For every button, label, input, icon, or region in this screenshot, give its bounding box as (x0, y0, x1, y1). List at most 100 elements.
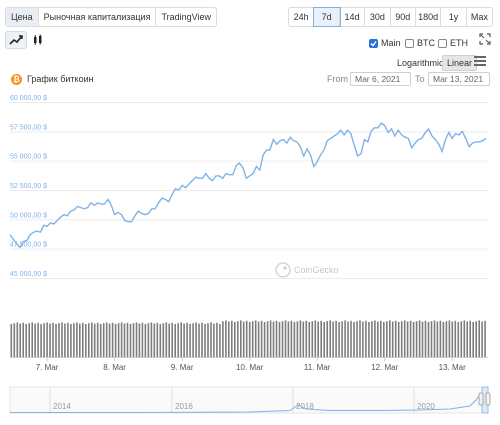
volume-bar (374, 320, 376, 357)
volume-bar (46, 322, 48, 357)
checkbox-main[interactable]: Main (369, 38, 401, 48)
checkbox-eth[interactable]: ETH (438, 38, 468, 48)
volume-bar (377, 321, 379, 357)
volume-bar (16, 322, 19, 357)
volume-bars (10, 320, 486, 357)
coingecko-icon (275, 262, 291, 278)
volume-bar (70, 324, 72, 357)
from-label: From (327, 74, 348, 84)
x-tick-label: 13. Mar (439, 363, 466, 372)
volume-bar (207, 323, 209, 357)
range-1y[interactable]: 1y (441, 8, 467, 26)
checkbox-btc[interactable]: BTC (405, 38, 435, 48)
volume-bar (132, 323, 135, 357)
tab-price[interactable]: Цена (6, 8, 39, 26)
volume-bar (201, 322, 203, 357)
to-date-input[interactable] (428, 72, 490, 86)
scale-linear-button[interactable]: Linear (442, 55, 478, 71)
volume-bar (266, 321, 269, 357)
volume-bar (356, 321, 358, 357)
tab-market-cap[interactable]: Рыночная капитализация (39, 8, 157, 26)
chart-title: График биткоин (27, 74, 94, 84)
checkbox-eth-box[interactable] (438, 38, 447, 48)
volume-bar (192, 323, 194, 357)
volume-bar (88, 323, 90, 357)
volume-bar (108, 323, 111, 357)
volume-bar (177, 323, 179, 357)
navigator-label-2014: 2014 (53, 402, 71, 411)
volume-bar (240, 320, 242, 357)
candlestick-icon (34, 34, 42, 45)
navigator-label-2020: 2020 (417, 402, 435, 411)
volume-bar (19, 323, 21, 357)
volume-bar (371, 321, 373, 357)
volume-bar (311, 321, 314, 357)
volume-bar (111, 322, 114, 357)
volume-bar (263, 322, 266, 357)
navigator-handle-left[interactable] (478, 392, 484, 406)
volume-bar (335, 320, 337, 357)
volume-bar (344, 320, 346, 357)
volume-bar (180, 322, 182, 357)
volume-bar (22, 322, 24, 357)
volume-bar (82, 322, 84, 357)
volume-bar (228, 321, 230, 357)
volume-bar (219, 324, 221, 357)
bitcoin-icon: ₿ (11, 74, 22, 85)
volume-bar (430, 321, 433, 357)
volume-bar (389, 320, 391, 357)
range-7d[interactable]: 7d (313, 7, 341, 27)
checkbox-main-box[interactable] (369, 38, 378, 48)
volume-bar (386, 321, 388, 357)
volume-bar (463, 320, 466, 357)
from-date-input[interactable] (350, 72, 411, 86)
line-chart-button[interactable] (5, 31, 27, 49)
volume-bar (424, 320, 427, 357)
range-90d[interactable]: 90d (391, 8, 416, 26)
range-180d[interactable]: 180d (416, 8, 442, 26)
volume-bar (400, 321, 403, 357)
volume-bar (254, 320, 257, 357)
volume-bar (76, 322, 78, 357)
range-14d[interactable]: 14d (340, 8, 366, 26)
coingecko-icon-eye (283, 266, 287, 270)
volume-bar (123, 323, 126, 357)
volume-bar (421, 321, 424, 357)
menu-line (474, 64, 486, 66)
range-30d[interactable]: 30d (365, 8, 391, 26)
volume-bar (245, 320, 248, 357)
navigator-handle-right[interactable] (485, 392, 491, 406)
volume-bar (332, 321, 334, 357)
volume-bar (49, 323, 51, 357)
volume-bar (234, 322, 236, 357)
volume-bar (91, 322, 93, 357)
volume-bar (317, 321, 319, 357)
candlestick-chart-button[interactable] (27, 31, 49, 49)
volume-bar (368, 322, 370, 357)
volume-bar (314, 320, 317, 357)
volume-bar (290, 320, 293, 357)
volume-bar (58, 323, 60, 357)
checkbox-btc-box[interactable] (405, 38, 414, 48)
chart-menu-button[interactable] (474, 56, 486, 66)
volume-bar (329, 320, 331, 357)
volume-bar (338, 322, 340, 357)
volume-bar (114, 324, 117, 357)
volume-bar (242, 321, 245, 357)
expand-icon[interactable] (479, 33, 491, 45)
volume-bar (484, 320, 486, 357)
x-tick-label: 11. Mar (304, 363, 331, 372)
range-24h[interactable]: 24h (289, 8, 315, 26)
volume-bar (466, 321, 468, 357)
range-max[interactable]: Max (470, 12, 488, 22)
volume-bar (186, 322, 188, 357)
y-tick-label: 60 000,00 $ (10, 95, 47, 102)
y-tick-label: 55 000,00 $ (10, 154, 47, 161)
volume-bar (67, 322, 69, 357)
volume-bar (73, 323, 75, 357)
scale-logarithmic[interactable]: Logarithmic (397, 58, 444, 68)
tab-tradingview[interactable]: TradingView (161, 12, 211, 22)
volume-bar (79, 323, 81, 357)
volume-bar (171, 322, 173, 357)
navigator[interactable]: 2014 2016 2018 2020 (9, 386, 491, 414)
